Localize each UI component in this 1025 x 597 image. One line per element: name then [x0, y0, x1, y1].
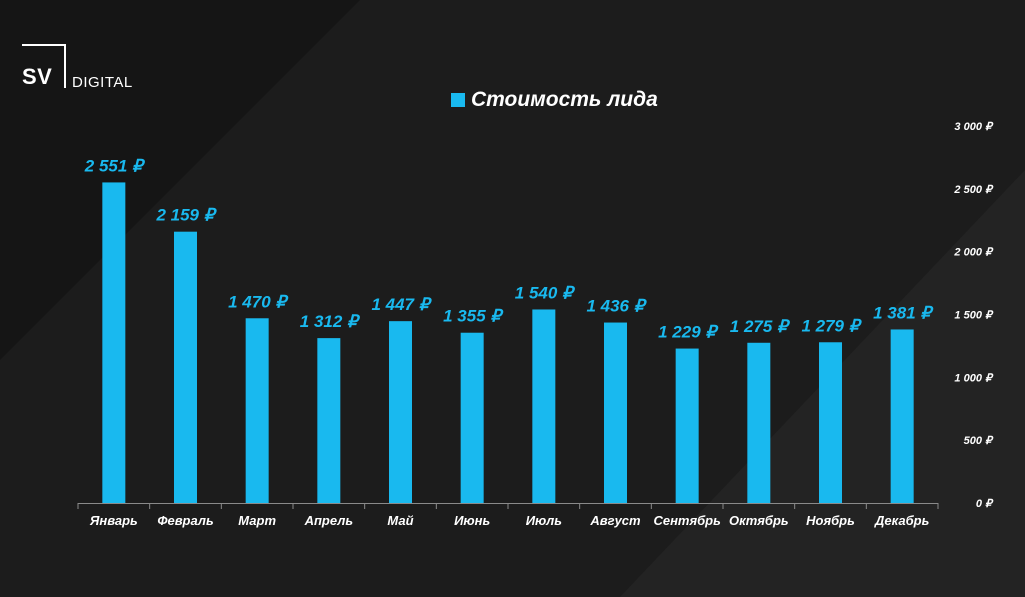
- logo-sv-text: SV: [22, 64, 53, 89]
- bar: [604, 322, 627, 503]
- y-tick-label: 1 000 ₽: [954, 372, 994, 384]
- legend-swatch: [451, 93, 465, 107]
- bar: [102, 182, 126, 504]
- sv-digital-logo: SV DIGITAL: [22, 44, 152, 94]
- chart-legend: Стоимость лида: [451, 89, 658, 111]
- data-label: 1 229 ₽: [658, 323, 719, 342]
- data-label: 1 381 ₽: [873, 303, 934, 322]
- logo-digital-text: DIGITAL: [72, 74, 133, 91]
- y-tick-label: 1 500 ₽: [954, 310, 994, 322]
- category-label: Июнь: [454, 513, 490, 528]
- y-tick-label: 2 000 ₽: [953, 247, 994, 259]
- data-label: 1 355 ₽: [443, 307, 504, 326]
- data-label: 1 470 ₽: [228, 292, 289, 311]
- data-label: 1 279 ₽: [801, 316, 862, 335]
- bar: [819, 342, 842, 503]
- bar: [317, 338, 341, 503]
- y-tick-label: 0 ₽: [976, 498, 994, 510]
- bar: [174, 231, 197, 503]
- category-label: Май: [387, 513, 413, 528]
- data-label: 1 312 ₽: [300, 312, 361, 331]
- data-label: 1 436 ₽: [586, 297, 647, 316]
- category-label: Декабрь: [874, 513, 929, 528]
- category-label: Январь: [89, 513, 138, 528]
- y-tick-label: 3 000 ₽: [954, 121, 994, 133]
- category-label: Февраль: [157, 513, 213, 528]
- category-label: Ноябрь: [806, 513, 855, 528]
- bar: [389, 321, 412, 503]
- category-label: Август: [589, 513, 641, 528]
- category-label: Сентябрь: [653, 513, 720, 528]
- data-label: 1 275 ₽: [730, 317, 791, 336]
- legend-label: Стоимость лида: [471, 88, 658, 111]
- bar: [460, 332, 484, 503]
- bar: [890, 329, 914, 503]
- data-label: 1 447 ₽: [371, 295, 432, 314]
- bar: [245, 318, 269, 503]
- category-label: Апрель: [304, 513, 353, 528]
- bar: [747, 342, 771, 503]
- category-label: Июль: [526, 513, 562, 528]
- bar: [532, 309, 556, 503]
- y-tick-label: 500 ₽: [964, 435, 994, 447]
- category-label: Октябрь: [729, 513, 789, 528]
- data-label: 1 540 ₽: [515, 283, 576, 302]
- category-label: Март: [238, 513, 276, 528]
- data-label: 2 551 ₽: [84, 156, 146, 175]
- data-label: 2 159 ₽: [155, 206, 217, 225]
- y-tick-label: 2 500 ₽: [953, 184, 994, 196]
- bar: [675, 348, 699, 503]
- logo-frame: [22, 44, 66, 88]
